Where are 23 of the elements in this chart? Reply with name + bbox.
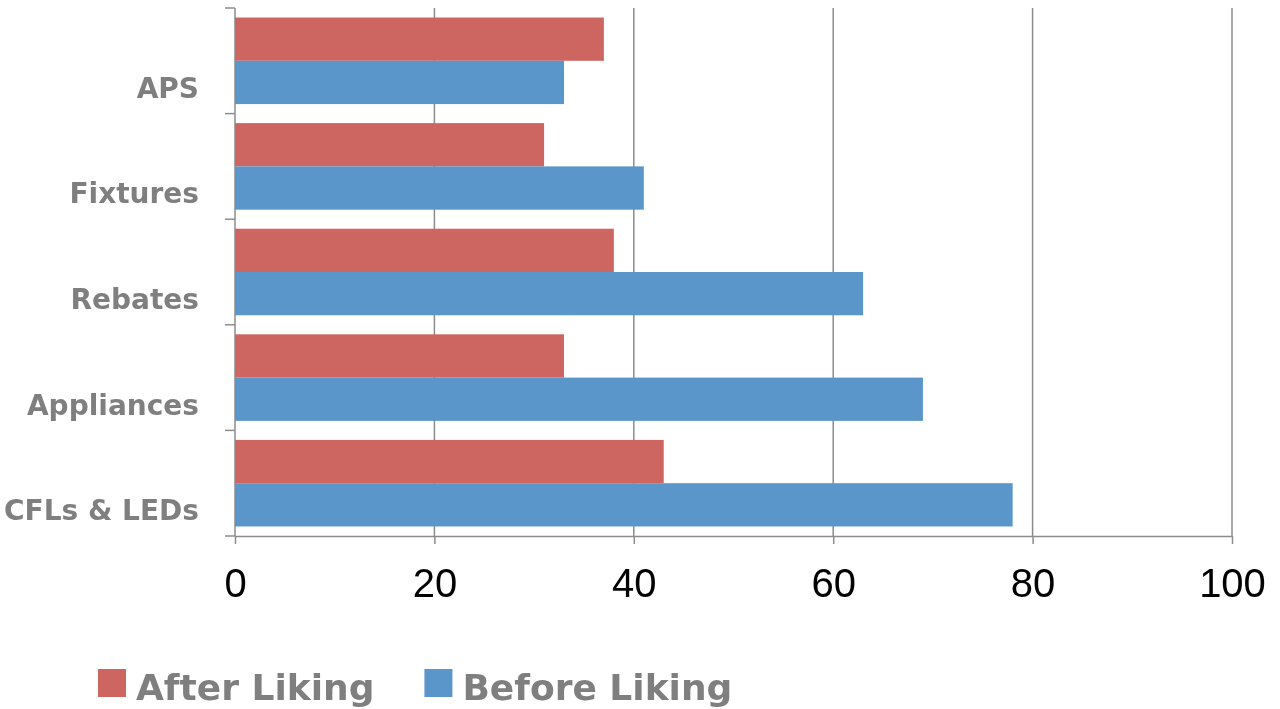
- x-tick-label: 100: [1199, 561, 1266, 605]
- y-tick-label: Appliances: [26, 388, 199, 422]
- bar: [235, 272, 864, 316]
- bar: [235, 17, 604, 61]
- x-tick-label: 20: [412, 561, 458, 605]
- legend-label: Before Liking: [462, 667, 733, 708]
- y-tick-label: CFLs & LEDs: [4, 494, 199, 528]
- y-tick-label: APS: [136, 71, 199, 105]
- x-tick-label: 80: [1010, 561, 1056, 605]
- bar: [235, 60, 565, 105]
- bar: [235, 123, 545, 167]
- legend-label: After Liking: [136, 667, 375, 708]
- bar: [235, 228, 614, 272]
- bar: [235, 334, 565, 378]
- bar: [235, 377, 923, 421]
- bar: [235, 483, 1013, 527]
- bar: [235, 166, 644, 210]
- x-tick-label: 0: [224, 561, 247, 605]
- x-tick-label: 40: [612, 561, 657, 605]
- y-tick-label: Fixtures: [69, 177, 199, 211]
- bar: [235, 439, 664, 484]
- y-tick-label: Rebates: [70, 282, 199, 316]
- x-tick-label: 60: [811, 561, 856, 605]
